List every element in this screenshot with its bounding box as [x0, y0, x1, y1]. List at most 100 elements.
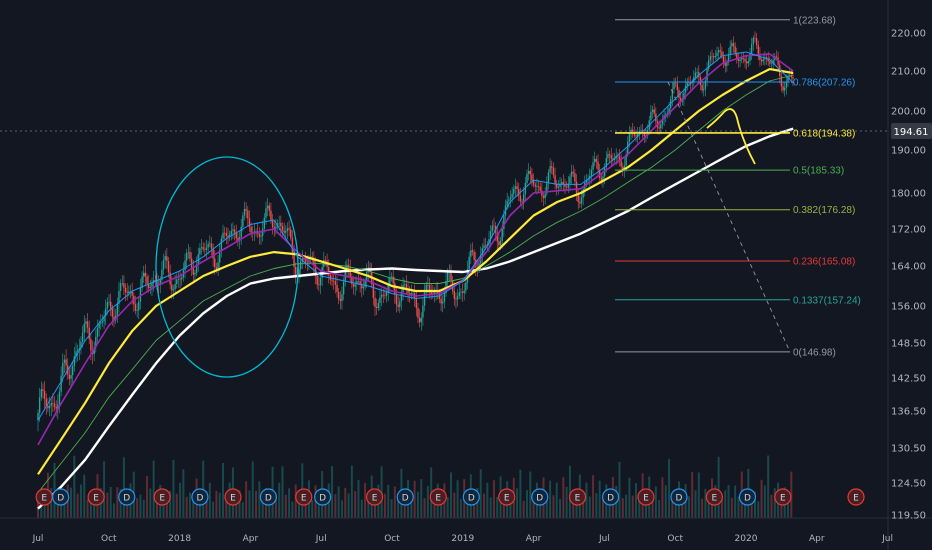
volume-bar	[456, 480, 459, 518]
candle-body	[595, 158, 598, 162]
volume-bar	[347, 493, 350, 518]
earnings-event-icon[interactable]	[87, 488, 105, 506]
candle-body	[737, 58, 740, 61]
candle-body	[95, 336, 97, 348]
dividend-event-icon[interactable]	[259, 488, 277, 506]
candle-body	[164, 256, 166, 260]
earnings-event-icon[interactable]	[568, 488, 587, 506]
candle-body	[655, 113, 657, 122]
candle-body	[765, 57, 768, 59]
volume-bar	[387, 484, 390, 518]
candle-body	[594, 158, 596, 163]
candle-body	[508, 199, 510, 201]
candle-body	[55, 406, 57, 409]
earnings-event-icon[interactable]	[498, 488, 516, 506]
earnings-event-icon[interactable]	[153, 488, 171, 506]
highlight-circle[interactable]	[155, 156, 299, 378]
earnings-event-icon[interactable]	[224, 488, 242, 506]
right-axis-panel	[888, 0, 932, 550]
candle-body	[617, 155, 619, 157]
volume-bar	[268, 494, 271, 518]
candle-body	[200, 247, 203, 249]
earnings-event-icon[interactable]	[847, 488, 865, 506]
volume-bar	[483, 493, 486, 518]
dividend-event-icon[interactable]	[191, 488, 209, 506]
candle-body	[772, 59, 774, 64]
candle-body	[722, 56, 725, 63]
projection-path[interactable]	[706, 108, 756, 165]
volume-bar	[397, 495, 400, 518]
candle-body	[337, 291, 340, 300]
volume-bar	[588, 496, 591, 518]
volume-bar	[687, 496, 690, 518]
candle-body	[569, 176, 571, 184]
candle-body	[78, 348, 80, 351]
earnings-event-icon[interactable]	[365, 488, 384, 506]
fib-level-label: 0.382(176.28)	[793, 205, 855, 216]
volume-bar	[188, 492, 191, 518]
event-marker-label: D	[319, 493, 326, 503]
earnings-event-icon[interactable]	[429, 488, 447, 506]
dividend-event-icon[interactable]	[314, 488, 332, 506]
volume-bar	[245, 481, 248, 518]
dividend-event-icon[interactable]	[396, 488, 414, 506]
candle-body	[597, 161, 599, 170]
candle-body	[209, 243, 211, 245]
volume-bar	[360, 499, 363, 518]
dividend-event-icon[interactable]	[531, 488, 549, 506]
fib-trend-line[interactable]	[667, 81, 791, 353]
candle-body	[433, 291, 436, 295]
candle-body	[334, 281, 337, 285]
volume-bar	[446, 497, 449, 518]
earnings-event-icon[interactable]	[295, 488, 313, 506]
candle-body	[412, 293, 414, 294]
candle-body	[397, 304, 399, 308]
dividend-event-icon[interactable]	[670, 488, 688, 506]
volume-bar	[235, 495, 238, 518]
volume-bar	[734, 485, 737, 518]
event-marker-label: E	[372, 493, 378, 503]
current-price-badge-bg	[891, 123, 932, 139]
candle-body	[271, 219, 274, 228]
moving-average-line	[37, 74, 794, 493]
candle-body	[85, 321, 87, 324]
candle-body	[574, 173, 576, 182]
candle-body	[529, 170, 531, 175]
candle-body	[547, 172, 550, 184]
candle-body	[235, 232, 237, 239]
candle-body	[564, 183, 566, 188]
candle-body	[506, 200, 508, 206]
candle-body	[633, 132, 636, 136]
candle-body	[60, 375, 62, 392]
moving-average-line	[37, 53, 794, 446]
candle-body	[119, 283, 122, 291]
dividend-event-icon[interactable]	[601, 488, 620, 506]
volume-bar	[162, 502, 165, 518]
candle-body	[385, 292, 388, 296]
fibonacci-retracement[interactable]: 1(223.68) 0.786(207.26) 0.618(194.38) 0.5(1…	[615, 15, 861, 358]
candle-body	[608, 154, 611, 156]
volume-bar	[671, 496, 674, 518]
dividend-event-icon[interactable]	[462, 488, 480, 506]
y-axis-ticks: 220.00 210.00 200.00 190.00 180.00 172.00 164.…	[891, 29, 926, 522]
volume-bar	[225, 494, 228, 518]
dividend-event-icon[interactable]	[52, 488, 70, 506]
y-tick-label: 210.00	[891, 67, 926, 78]
dividend-event-icon[interactable]	[738, 488, 757, 506]
earnings-event-icon[interactable]	[637, 488, 655, 506]
candle-body	[636, 133, 639, 137]
candle-body	[736, 53, 738, 59]
candle-body	[174, 283, 176, 290]
volume-bar	[76, 493, 79, 518]
dividend-event-icon[interactable]	[118, 488, 136, 506]
x-tick-label: Oct	[101, 534, 117, 544]
candle-body	[711, 56, 713, 57]
volume-bar	[317, 495, 320, 518]
volume-bar	[56, 493, 59, 518]
earnings-event-icon[interactable]	[705, 488, 724, 506]
candle-body	[37, 412, 39, 421]
candle-body	[210, 243, 213, 249]
earnings-event-icon[interactable]	[774, 488, 792, 506]
